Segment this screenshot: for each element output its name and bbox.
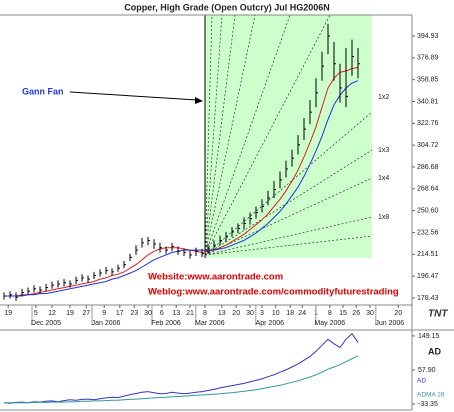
month-label: Mar 2006 — [195, 320, 225, 327]
y-tick-label: 250.60 — [417, 207, 439, 214]
x-tick-label: 19 — [4, 310, 12, 317]
fan-line — [204, 149, 373, 256]
y-tick-label: 322.76 — [417, 120, 439, 127]
y-tick-label: 286.68 — [417, 164, 439, 171]
y-tick-label: 196.47 — [417, 273, 439, 280]
y-tick-label: 394.93 — [417, 33, 439, 40]
moving-average — [4, 80, 359, 297]
month-label: May 2006 — [314, 320, 345, 327]
x-tick-label: 3 — [260, 310, 264, 317]
x-tick-label: 27 — [82, 310, 90, 317]
month-label: Feb 2006 — [151, 320, 181, 327]
x-tick-label: 10 — [272, 310, 280, 317]
x-tick-label: 5 — [34, 310, 38, 317]
fan-line — [204, 14, 291, 256]
indicator-line — [3, 332, 359, 404]
fan-line — [204, 14, 223, 256]
x-tick-label: 6 — [160, 310, 164, 317]
x-tick-label: 21 — [186, 310, 194, 317]
fan-line — [204, 216, 373, 256]
y-tick-label: 232.56 — [417, 229, 439, 236]
y-tick-label: 376.89 — [417, 55, 439, 62]
x-tick-label: 17 — [116, 310, 124, 317]
indicator-title: AD — [428, 346, 441, 356]
gann-label: Gann Fan — [22, 86, 64, 96]
y-tick-label: 304.72 — [417, 142, 439, 149]
x-tick-label: 15 — [339, 310, 347, 317]
x-tick-label: 13 — [172, 310, 180, 317]
gann-arrowhead — [195, 97, 203, 104]
x-tick-label: 30 — [366, 310, 374, 317]
y-tick-label: -33.35 — [418, 401, 438, 408]
fan-label: 1x3 — [378, 147, 389, 154]
x-tick-label: 20 — [232, 310, 240, 317]
weblog: Weblog:www.aarontrade.com/commodityfutur… — [148, 287, 399, 298]
fan-label: 1x8 — [378, 214, 389, 221]
indicator-line — [4, 355, 359, 404]
website: Website:www.aarontrade.com — [148, 272, 283, 283]
x-tick-label: 26 — [352, 310, 360, 317]
month-label: Jun 2006 — [375, 320, 404, 327]
x-tick-label: 18 — [286, 310, 294, 317]
x-tick-label: 20 — [394, 310, 402, 317]
x-tick-label: 19 — [66, 310, 74, 317]
month-label: Dec 2005 — [31, 320, 61, 327]
y-tick-label: 149.15 — [418, 333, 440, 340]
fan-line — [204, 14, 236, 256]
month-label: Jan 2006 — [92, 320, 121, 327]
y-tick-label: 358.85 — [417, 77, 439, 84]
y-tick-label: 178.43 — [417, 295, 439, 302]
fan-line — [204, 111, 373, 256]
moving-average — [4, 66, 359, 297]
x-tick-label: 8 — [203, 310, 207, 317]
fan-zone — [205, 15, 372, 258]
fan-line — [204, 14, 256, 256]
x-tick-label: 23 — [130, 310, 138, 317]
x-tick-label: 13 — [218, 310, 226, 317]
x-tick-label: 9 — [102, 310, 106, 317]
month-label: Apr 2006 — [256, 320, 285, 327]
y-tick-label: 340.81 — [417, 98, 439, 105]
x-tick-label: 12 — [48, 310, 56, 317]
chart-title: Copper, High Grade (Open Outcry) Jul HG2… — [124, 2, 330, 12]
x-tick-label: 24 — [298, 310, 306, 317]
logo: TNT — [428, 309, 448, 320]
x-tick-label: 30 — [246, 310, 254, 317]
fan-label: 1x2 — [378, 94, 389, 101]
legend-label: AD — [417, 378, 426, 385]
fan-line — [204, 14, 213, 256]
gann-arrow — [69, 91, 198, 101]
legend-label: ADMA 28 — [417, 392, 445, 399]
fan-label: 1x4 — [378, 175, 389, 182]
y-tick-label: 268.64 — [417, 186, 439, 193]
x-tick-label: 30 — [144, 310, 152, 317]
y-tick-label: 214.51 — [417, 251, 439, 258]
y-tick-label: 57.90 — [418, 367, 436, 374]
x-tick-label: 8 — [328, 310, 332, 317]
fan-line — [204, 235, 373, 256]
fan-line — [204, 177, 373, 256]
fan-line — [204, 14, 331, 256]
